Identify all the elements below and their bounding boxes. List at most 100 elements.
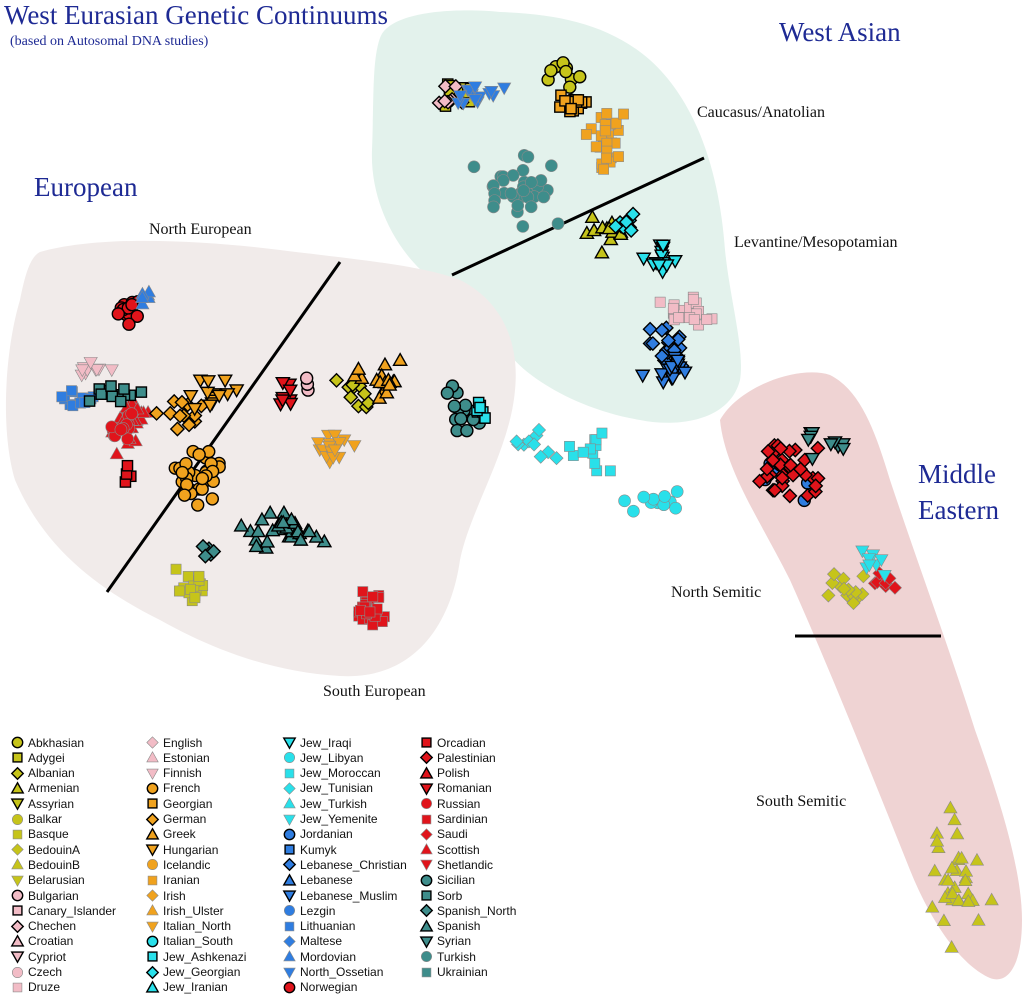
data-point-lebanese-muslim	[663, 360, 680, 375]
legend-label: Croatian	[28, 934, 74, 949]
legend-item: Scottish	[419, 842, 480, 857]
data-point-spanish	[262, 504, 278, 519]
data-point-jew-yemenite	[877, 569, 892, 583]
data-point-sorb	[95, 388, 108, 400]
legend-marker-triangle-up-icon	[282, 873, 297, 886]
legend-item: Jew_Ashkenazi	[145, 949, 246, 964]
legend-label: Jew_Yemenite	[300, 812, 378, 826]
legend-label: Jordanian	[300, 827, 353, 842]
data-point-lebanese-muslim	[669, 354, 686, 369]
data-point-palestinian	[782, 488, 798, 504]
legend-item: Czech	[10, 965, 62, 980]
legend-marker-triangle-down-icon	[283, 967, 296, 979]
data-point-chechen	[437, 93, 453, 109]
legend-item: German	[145, 812, 206, 827]
data-point-german	[162, 405, 178, 421]
legend-marker-diamond-icon	[420, 828, 433, 841]
legend-item: Syrian	[419, 934, 471, 949]
data-point-hungarian	[200, 375, 217, 389]
data-point-spanish	[233, 517, 250, 532]
legend-marker-diamond-icon	[10, 766, 25, 780]
legend-marker-square-icon	[12, 829, 23, 840]
legend-label: Syrian	[437, 934, 472, 949]
data-point-jew-moroccan	[589, 457, 601, 469]
data-point-bedouina	[837, 581, 852, 596]
data-point-syrian	[804, 452, 821, 467]
legend-item: Iranian	[145, 873, 200, 888]
data-point-jew-yemenite	[855, 545, 870, 559]
legend-item: Cypriot	[10, 949, 66, 964]
data-point-druze	[673, 312, 685, 324]
data-point-spanish	[259, 533, 276, 548]
legend-marker-diamond-icon	[282, 858, 297, 872]
legend-marker-triangle-up-icon	[145, 827, 160, 840]
legend-label: Bulgarian	[28, 888, 79, 903]
data-point-north-ossetian	[468, 81, 483, 95]
data-point-russian	[125, 407, 138, 420]
legend-label: Spanish_North	[437, 903, 517, 918]
data-point-romanian	[282, 397, 299, 412]
legend-item: Balkar	[10, 812, 62, 827]
legend-marker-square-icon	[12, 905, 23, 916]
legend-marker-diamond-icon	[10, 919, 25, 933]
legend-item: Jew_Tunisian	[282, 781, 373, 796]
legend-marker-square-icon	[284, 921, 295, 931]
legend-marker-triangle-down-icon	[146, 768, 159, 780]
data-point-romanian	[274, 394, 291, 409]
data-point-lebanese-christian	[660, 332, 677, 349]
legend-marker-circle-icon	[12, 966, 23, 978]
data-point-bedouinb	[943, 800, 958, 814]
data-point-iranian	[600, 152, 612, 164]
legend-label: Armenian	[28, 781, 80, 796]
data-point-druze	[701, 314, 713, 325]
data-point-lebanese-christian	[654, 322, 670, 338]
data-point-iranian	[613, 151, 624, 163]
data-point-italian-north	[327, 444, 343, 458]
data-point-french	[175, 465, 190, 480]
legend-label: Finnish	[163, 766, 202, 781]
legend-marker-square-icon	[421, 814, 432, 824]
legend-marker-circle-icon	[146, 782, 159, 795]
divider-west-asia	[451, 156, 705, 277]
data-point-jew-iraqi	[655, 239, 671, 254]
data-point-jew-libyan	[627, 504, 640, 518]
data-point-greek	[392, 352, 408, 367]
legend-label: Italian_South	[163, 934, 234, 949]
data-point-jew-tunisian	[527, 437, 542, 452]
legend-marker-triangle-down-icon	[145, 844, 160, 857]
data-point-georgian	[572, 94, 585, 106]
legend-item: Bulgarian	[10, 888, 79, 903]
legend-marker-square-icon	[147, 875, 158, 885]
data-point-scottish	[109, 446, 124, 460]
legend-label: Lezgin	[300, 903, 336, 918]
legend-item: Ukrainian	[419, 965, 488, 980]
legend-label: English	[163, 735, 203, 750]
data-point-sardinian	[357, 586, 369, 598]
data-point-north-ossetian	[497, 82, 512, 96]
legend-label: Ukrainian	[437, 965, 488, 979]
legend-item: Jew_Libyan	[282, 750, 363, 765]
legend-marker-triangle-up-icon	[419, 765, 434, 779]
data-point-bedouina	[825, 575, 840, 590]
data-point-abkhasian	[563, 80, 577, 94]
data-point-albanian	[356, 386, 372, 402]
data-point-georgian	[559, 95, 571, 107]
subregion-label-north-semitic: North Semitic	[671, 584, 762, 601]
data-point-spanish	[250, 523, 266, 538]
data-point-jew-moroccan	[604, 465, 616, 477]
data-point-turkish	[545, 159, 558, 173]
data-point-palestinian	[759, 461, 775, 477]
data-point-sicilian	[440, 386, 455, 400]
data-point-basque	[182, 571, 194, 582]
data-point-bedouinb	[927, 863, 942, 877]
legend-item: Sorb	[419, 888, 462, 903]
data-point-hungarian	[211, 389, 228, 404]
legend-marker-square-icon	[421, 737, 432, 748]
data-point-bedouinb	[971, 912, 986, 926]
legend-marker-diamond-icon	[419, 751, 434, 765]
data-point-jew-libyan	[669, 501, 682, 515]
data-point-jew-yemenite	[874, 554, 889, 567]
legend-label: Assyrian	[28, 796, 75, 811]
data-point-bedouinb	[941, 873, 956, 886]
